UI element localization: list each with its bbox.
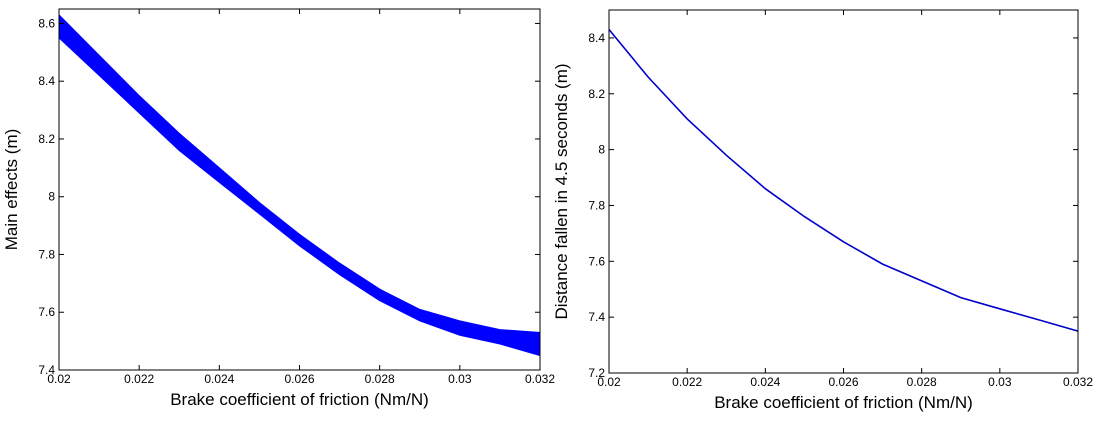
main-effects-x-ticks: 0.02 0.022 0.024 0.026 0.028 0.03 0.032 (47, 9, 555, 386)
distance-fallen-chart: 0.02 0.022 0.024 0.026 0.028 0.03 0.032 7.2 7.4… (552, 9, 1093, 412)
main-effects-y-tick-label: 7.6 (38, 305, 55, 319)
distance-fallen-y-tick-label: 8.2 (588, 87, 605, 101)
main-effects-y-tick-label: 8.4 (38, 74, 55, 88)
distance-fallen-y-axis-label: Distance fallen in 4.5 seconds (m) (552, 63, 571, 319)
distance-fallen-y-tick-label: 7.8 (588, 198, 605, 212)
main-effects-x-tick-label: 0.022 (124, 372, 154, 386)
distance-fallen-y-tick-label: 7.2 (588, 366, 605, 380)
main-effects-y-tick-label: 8.6 (38, 16, 55, 30)
main-effects-x-tick-label: 0.028 (365, 372, 395, 386)
distance-fallen-x-tick-label: 0.022 (672, 375, 702, 389)
distance-fallen-x-tick-label: 0.032 (1063, 375, 1093, 389)
main-effects-y-tick-label: 7.4 (38, 363, 55, 377)
main-effects-y-tick-label: 8.2 (38, 132, 55, 146)
main-effects-x-tick-label: 0.02 (47, 372, 71, 386)
main-effects-x-tick-label: 0.03 (448, 372, 472, 386)
main-effects-x-tick-label: 0.032 (525, 372, 555, 386)
distance-fallen-y-tick-label: 8 (598, 143, 605, 157)
distance-fallen-x-ticks: 0.02 0.022 0.024 0.026 0.028 0.03 0.032 (597, 10, 1093, 389)
distance-fallen-x-axis-label: Brake coefficient of friction (Nm/N) (714, 393, 973, 412)
main-effects-y-ticks: 7.4 7.6 7.8 8 8.2 8.4 8.6 (38, 16, 540, 377)
distance-fallen-x-tick-label: 0.028 (907, 375, 937, 389)
main-effects-x-axis-label: Brake coefficient of friction (Nm/N) (170, 390, 429, 409)
distance-fallen-x-tick-label: 0.02 (597, 375, 621, 389)
distance-fallen-y-tick-label: 8.4 (588, 31, 605, 45)
distance-fallen-y-ticks: 7.2 7.4 7.6 7.8 8 8.2 8.4 (588, 31, 1078, 380)
main-effects-y-axis-label: Main effects (m) (2, 129, 21, 251)
main-effects-y-tick-label: 7.8 (38, 247, 55, 261)
distance-fallen-y-tick-label: 7.6 (588, 254, 605, 268)
distance-fallen-y-tick-label: 7.4 (588, 310, 605, 324)
main-effects-x-tick-label: 0.026 (284, 372, 314, 386)
distance-fallen-line (608, 28, 1079, 332)
distance-fallen-x-tick-label: 0.03 (988, 375, 1012, 389)
main-effects-chart: 0.02 0.022 0.024 0.026 0.028 0.03 0.032 7.4 7.6… (2, 8, 555, 409)
distance-fallen-x-tick-label: 0.024 (750, 375, 780, 389)
distance-fallen-plot-area (608, 28, 1079, 332)
main-effects-y-tick-label: 8 (48, 190, 55, 204)
main-effects-x-tick-label: 0.024 (204, 372, 234, 386)
distance-fallen-x-tick-label: 0.026 (828, 375, 858, 389)
